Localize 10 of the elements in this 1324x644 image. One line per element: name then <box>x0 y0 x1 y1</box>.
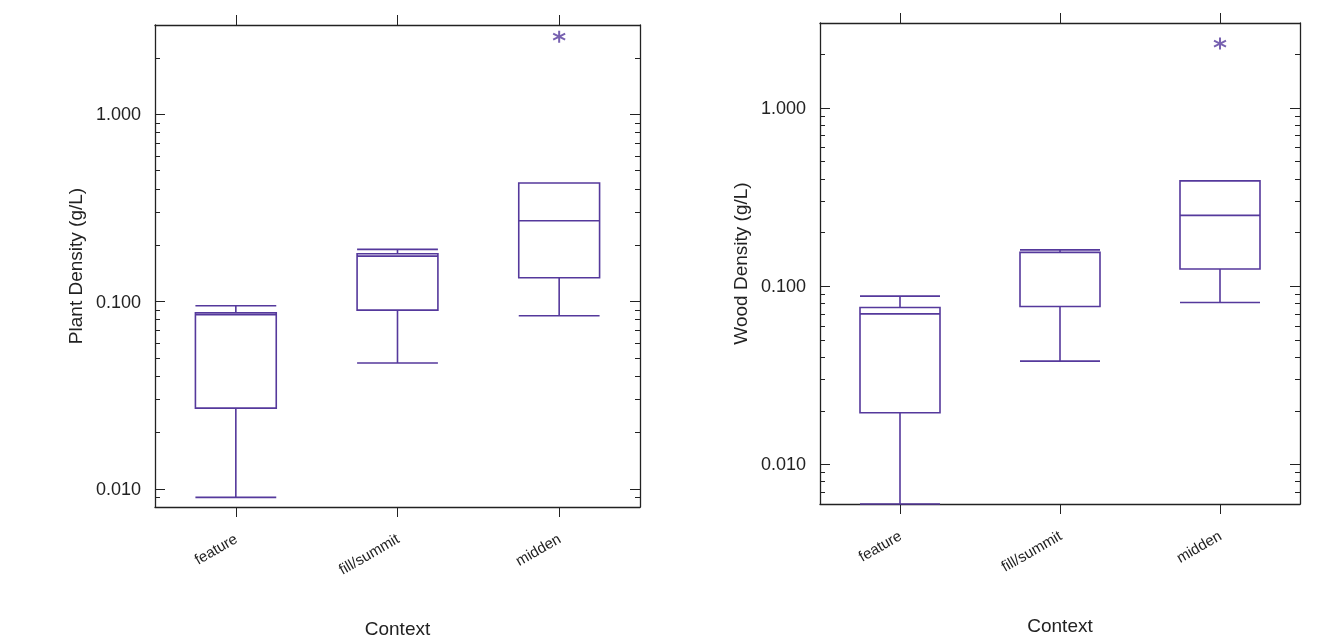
y-tick-label: 0.010 <box>95 478 141 499</box>
x-axis-title: Context <box>1027 615 1094 636</box>
y-axis-title: Plant Density (g/L) <box>65 187 87 345</box>
x-axis-title: Context <box>364 618 431 639</box>
y-tick-label: 1.000 <box>760 98 806 119</box>
y-tick-label: 1.000 <box>95 104 141 125</box>
y-tick-label: 0.100 <box>95 291 141 312</box>
y-tick-label: 0.100 <box>760 276 806 297</box>
y-tick-label: 0.010 <box>760 454 806 475</box>
y-axis-title: Wood Density (g/L) <box>730 182 752 345</box>
